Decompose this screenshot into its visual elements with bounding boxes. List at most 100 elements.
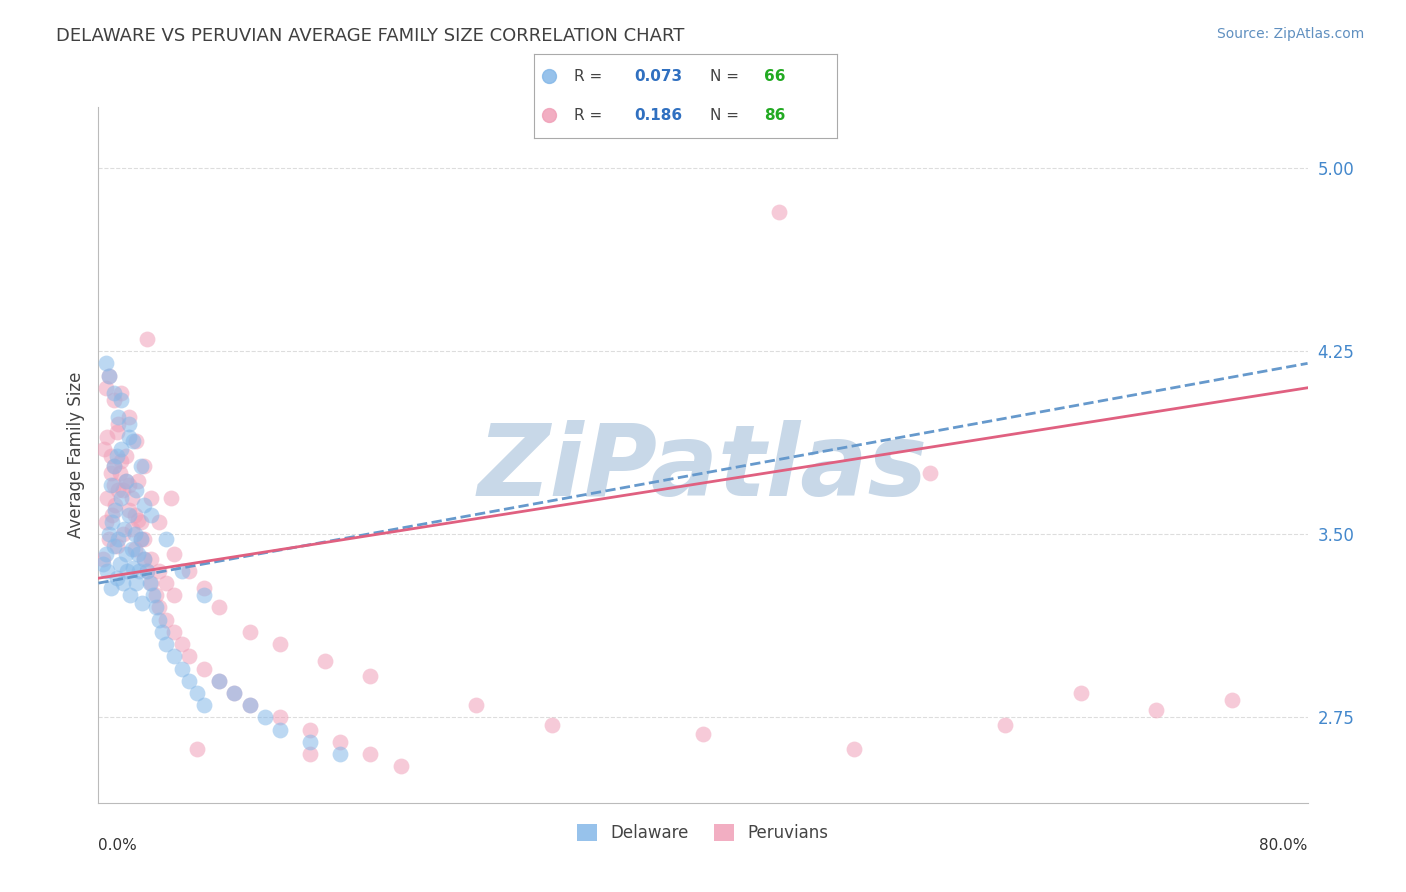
Point (170, 564, 193, 578)
Point (128, 564, 150, 578)
Point (107, 417, 129, 432)
Point (110, 491, 132, 505)
Point (132, 551, 155, 566)
Y-axis label: Average Family Size: Average Family Size (66, 372, 84, 538)
Point (299, 723, 322, 737)
Point (994, 717, 1017, 731)
Point (179, 564, 201, 578)
Point (141, 551, 163, 566)
Point (224, 686, 246, 700)
Point (101, 515, 124, 529)
Point (918, 467, 941, 481)
Point (111, 527, 134, 541)
Point (1146, 703, 1168, 717)
Point (129, 458, 152, 473)
Point (135, 564, 157, 578)
Text: 66: 66 (763, 69, 786, 84)
Point (110, 454, 132, 468)
Point (360, 747, 382, 761)
Point (150, 624, 173, 639)
Point (186, 742, 208, 756)
Legend: Delaware, Peruvians: Delaware, Peruvians (569, 815, 837, 850)
Point (253, 710, 276, 724)
Point (98, 527, 121, 541)
Point (145, 600, 167, 615)
Point (299, 735, 322, 749)
Point (108, 557, 131, 571)
Point (129, 515, 152, 529)
Point (132, 532, 155, 546)
Point (96, 491, 118, 505)
Point (163, 588, 186, 602)
Point (103, 458, 125, 473)
Point (124, 508, 146, 522)
Point (155, 576, 177, 591)
Point (132, 551, 155, 566)
Point (94, 547, 117, 561)
Text: Source: ZipAtlas.com: Source: ZipAtlas.com (1216, 27, 1364, 41)
Point (208, 600, 231, 615)
Point (103, 385, 125, 400)
Point (163, 547, 186, 561)
Point (239, 698, 262, 713)
Point (103, 478, 125, 492)
Point (100, 581, 122, 595)
Point (179, 673, 201, 688)
Point (193, 581, 215, 595)
Point (465, 698, 488, 713)
Point (105, 425, 128, 439)
Point (193, 661, 215, 675)
Point (155, 613, 177, 627)
Text: R =: R = (574, 108, 612, 123)
Point (692, 727, 714, 741)
Point (94, 381, 117, 395)
Point (127, 513, 149, 527)
Point (100, 467, 122, 481)
Point (112, 522, 135, 536)
Text: DELAWARE VS PERUVIAN AVERAGE FAMILY SIZE CORRELATION CHART: DELAWARE VS PERUVIAN AVERAGE FAMILY SIZE… (56, 27, 685, 45)
Point (110, 392, 132, 407)
Point (389, 759, 412, 773)
Point (329, 735, 352, 749)
Point (208, 673, 231, 688)
Text: 86: 86 (763, 108, 786, 123)
Point (148, 613, 170, 627)
Point (104, 498, 127, 512)
Point (314, 654, 336, 668)
Point (269, 637, 291, 651)
Text: 80.0%: 80.0% (1260, 838, 1308, 853)
Point (160, 491, 183, 505)
Point (148, 515, 170, 529)
Point (118, 417, 141, 432)
Point (103, 392, 125, 407)
Point (179, 649, 201, 664)
Point (121, 522, 143, 536)
Point (114, 474, 136, 488)
Point (148, 600, 170, 615)
Point (132, 458, 155, 473)
Point (115, 564, 138, 578)
Point (107, 410, 129, 425)
Point (93, 442, 115, 456)
Text: ZiPatlas: ZiPatlas (478, 420, 928, 517)
Point (269, 723, 291, 737)
Point (360, 669, 382, 683)
Point (103, 458, 125, 473)
Point (101, 508, 124, 522)
Point (91, 557, 114, 571)
Point (163, 624, 186, 639)
Text: N =: N = (710, 108, 744, 123)
Point (122, 434, 145, 449)
Point (186, 686, 208, 700)
Point (118, 503, 141, 517)
Point (104, 503, 127, 517)
Point (118, 429, 141, 443)
Point (120, 588, 142, 602)
Point (105, 571, 128, 585)
Point (239, 624, 262, 639)
Point (540, 717, 562, 731)
Point (127, 474, 149, 488)
Point (103, 540, 125, 554)
Point (111, 576, 134, 591)
Point (844, 742, 866, 756)
